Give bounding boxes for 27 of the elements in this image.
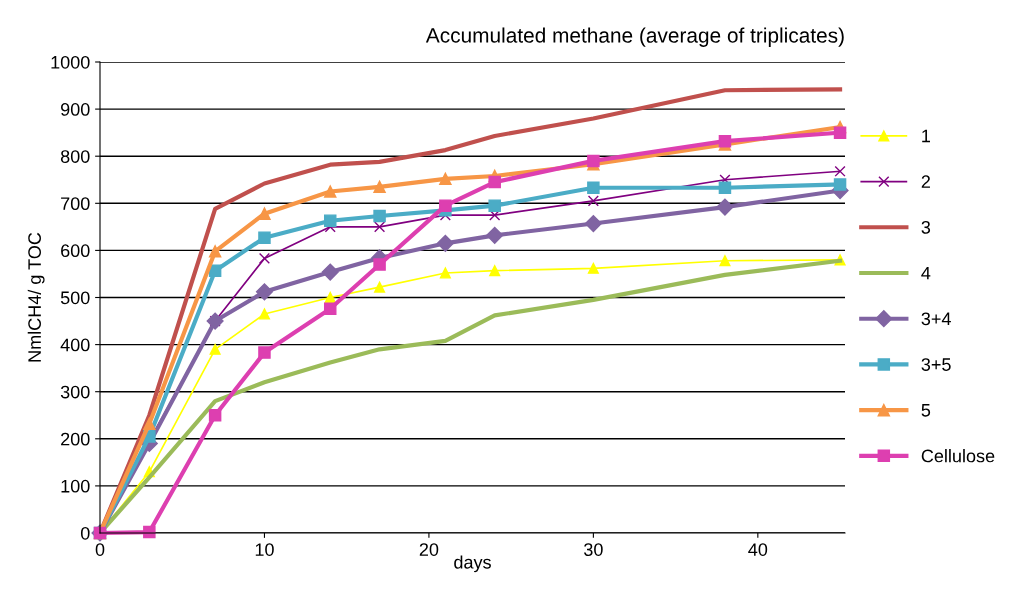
y-tick-label: 0 <box>80 526 90 540</box>
y-tick-label: 100 <box>61 479 90 493</box>
y-tick-label: 700 <box>61 197 90 211</box>
y-axis-title: NmlCH4/ g TOC <box>27 232 45 362</box>
x-tick-label: 20 <box>419 543 439 556</box>
legend-label: Cellulose <box>921 449 995 463</box>
y-tick-label: 900 <box>61 103 90 116</box>
legend-label: 4 <box>921 266 931 280</box>
y-tick-label: 1000 <box>51 55 90 69</box>
x-tick-label: 10 <box>255 543 274 556</box>
y-tick-label: 600 <box>61 244 90 258</box>
legend-label: 2 <box>921 175 930 188</box>
x-tick-label: 0 <box>95 543 105 556</box>
legend-label: 1 <box>922 129 930 143</box>
y-tick-label: 300 <box>60 385 90 399</box>
legend-label: 3 <box>921 220 931 234</box>
x-tick-label: 30 <box>584 543 603 556</box>
legend-label: 3+4 <box>921 312 951 326</box>
y-tick-label: 500 <box>60 291 90 305</box>
x-tick-label: 40 <box>748 543 768 556</box>
y-tick-label: 800 <box>60 150 90 163</box>
y-tick-label: 200 <box>61 432 90 446</box>
chart-title: Accumulated methane (average of triplicates) <box>425 27 844 47</box>
y-tick-label: 400 <box>60 338 90 352</box>
legend-label: 5 <box>921 404 931 417</box>
legend-label: 3+5 <box>921 358 951 371</box>
x-axis-title: days <box>454 555 491 573</box>
